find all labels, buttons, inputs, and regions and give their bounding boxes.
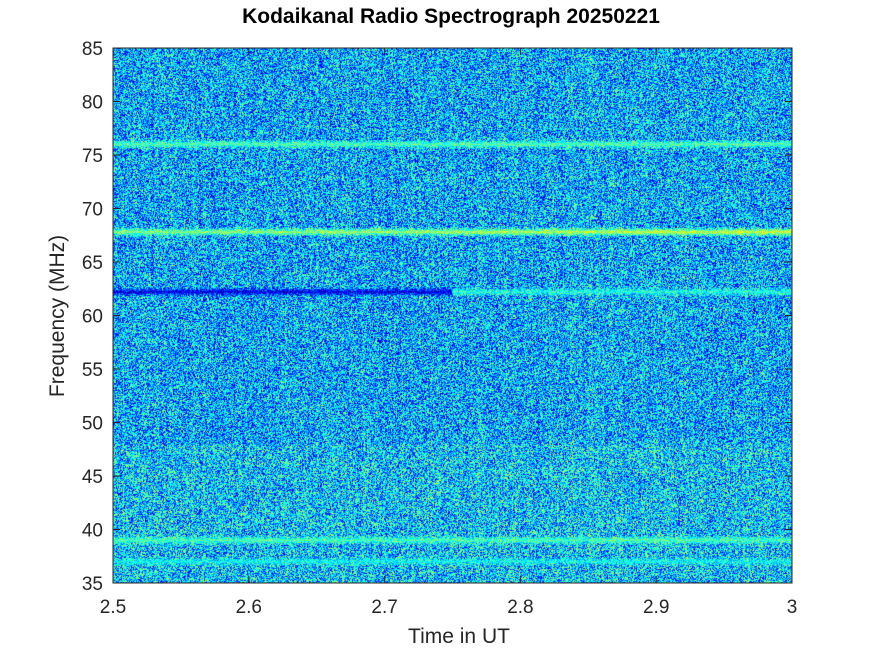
y-tick-label: 85: [82, 39, 103, 60]
x-tick-label: 2.9: [643, 597, 669, 618]
heatmap-canvas: [113, 48, 792, 583]
y-axis-label: Frequency (MHz): [46, 235, 69, 397]
x-tick-label: 2.8: [507, 597, 533, 618]
y-axis-ticks: 35 40 45 50 55 60 65 70 75 80 85: [82, 39, 792, 595]
chart-title: Kodaikanal Radio Spectrograph 20250221: [242, 5, 660, 28]
x-tick-label: 2.5: [100, 597, 126, 618]
y-tick-label: 55: [82, 360, 103, 381]
y-tick-label: 50: [82, 414, 103, 435]
y-tick-label: 35: [82, 574, 103, 595]
x-axis-label: Time in UT: [408, 625, 510, 648]
y-tick-label: 75: [82, 146, 103, 167]
x-tick-label: 2.7: [371, 597, 397, 618]
y-tick-label: 80: [82, 93, 103, 114]
x-tick-label: 3: [787, 597, 798, 618]
y-tick-label: 65: [82, 253, 103, 274]
y-tick-label: 40: [82, 521, 103, 542]
y-tick-label: 60: [82, 307, 103, 328]
y-tick-label: 45: [82, 467, 103, 488]
x-axis-ticks: 2.5 2.6 2.7 2.8 2.9 3: [100, 48, 798, 618]
y-tick-label: 70: [82, 200, 103, 221]
x-tick-label: 2.6: [236, 597, 262, 618]
heatmap-area: [113, 48, 792, 583]
